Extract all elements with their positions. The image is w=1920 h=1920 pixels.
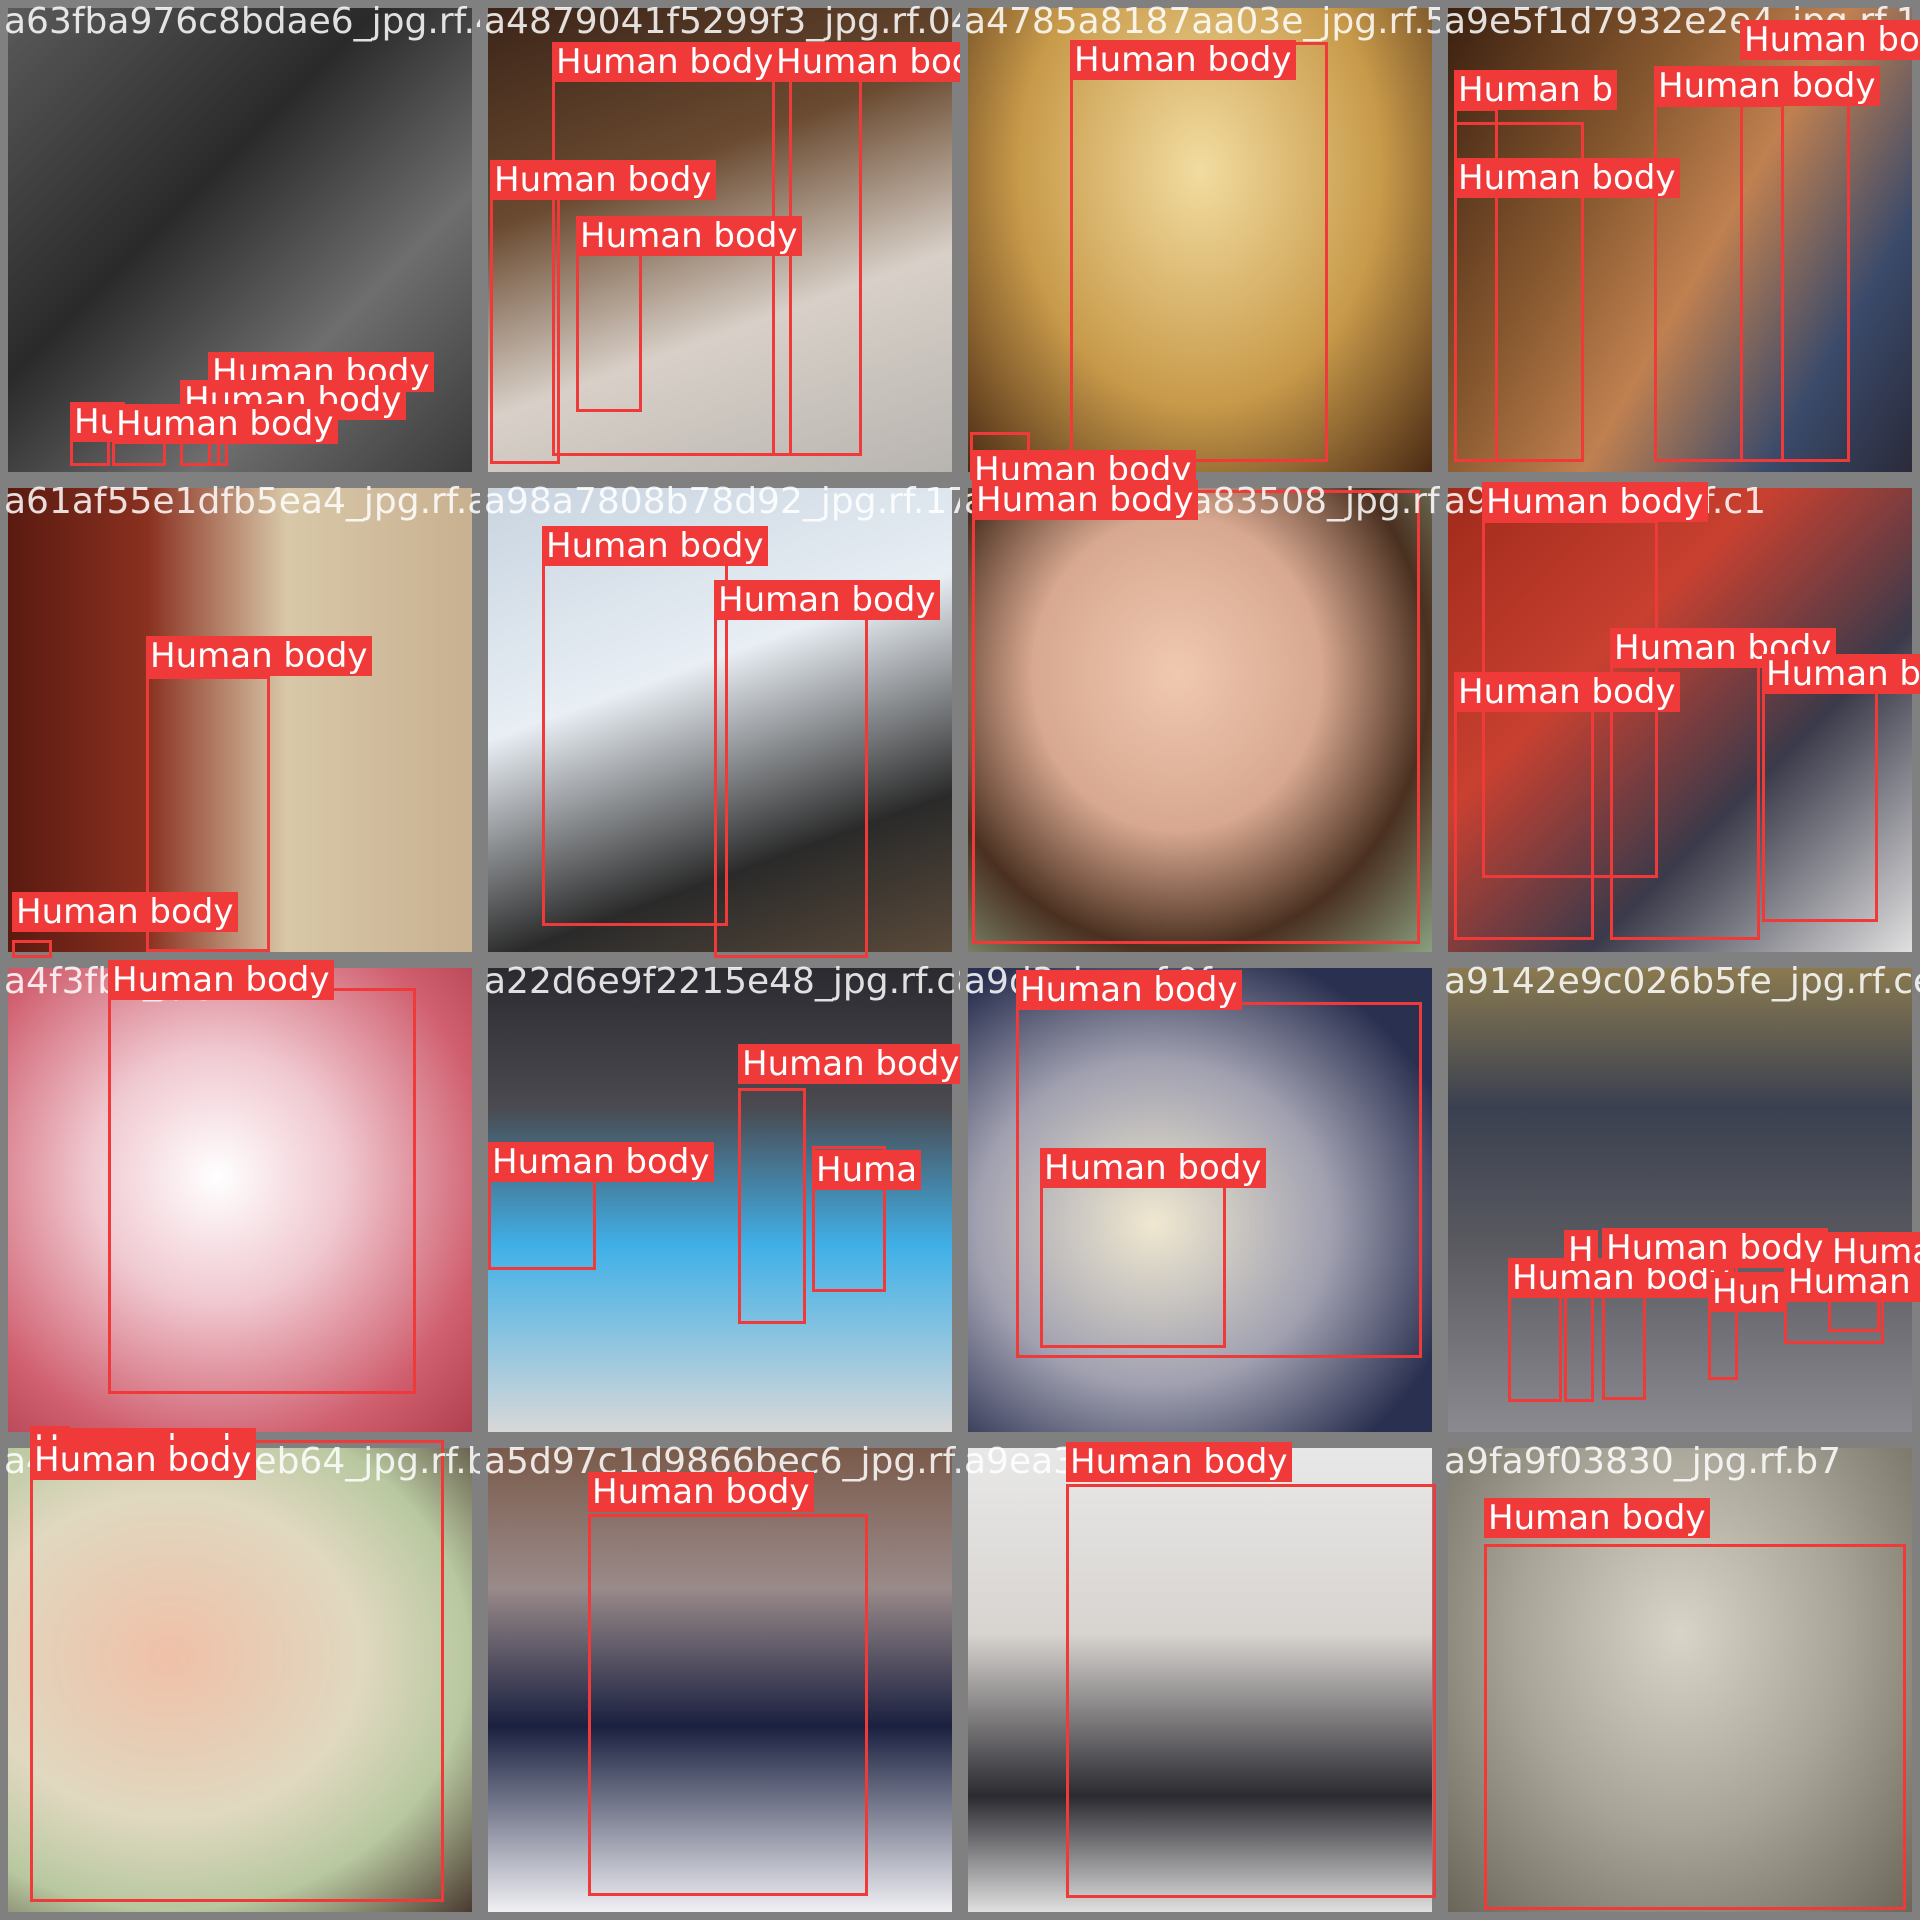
grid-tile: a4879041f5299f3_jpg.rf.04 Human body Human… (480, 0, 960, 480)
tile-photo (8, 1448, 472, 1912)
detection-label: Human body (490, 160, 716, 200)
grid-tile: a9fa9f03830_jpg.rf.b7 Human body (1440, 1440, 1920, 1920)
detection-box (1040, 1168, 1226, 1348)
detection-label: Human body (972, 480, 1198, 520)
detection-box (542, 540, 728, 926)
detection-label: Human body (1454, 158, 1680, 198)
detection-label: Human body (1602, 1228, 1828, 1268)
tile-photo (8, 488, 472, 952)
grid-tile: a98a7808b78d92_jpg.rf.17 Human body Human … (480, 480, 960, 960)
detection-box (1070, 42, 1328, 462)
grid-tile: a5d97c1d9866bec6_jpg.rf.82 Human body (480, 1440, 960, 1920)
detection-label: Human body (1070, 40, 1296, 80)
detection-box (108, 988, 416, 1394)
tile-photo (8, 968, 472, 1432)
tile-photo (968, 968, 1432, 1432)
detection-label: Human body (12, 892, 238, 932)
detection-label: Human body (30, 1440, 256, 1480)
detection-label: Human body (576, 216, 802, 256)
tile-photo (488, 1448, 952, 1912)
detection-label: Human body (108, 960, 334, 1000)
grid-tile: a4785a8187aa03e_jpg.rf.59 Human body Human… (960, 0, 1440, 480)
detection-label: Human body (1482, 482, 1708, 522)
detection-label: Huma (812, 1150, 922, 1190)
detection-label: Human body (970, 450, 1196, 480)
detection-box (30, 1440, 444, 1902)
tile-photo (968, 1448, 1432, 1912)
grid-tile: a22d6e9f2215e48_jpg.rf.c89 Human body Huma… (480, 960, 960, 1440)
detection-label: Human body (1016, 970, 1242, 1010)
tile-photo (1448, 488, 1912, 952)
detection-box (738, 1088, 806, 1324)
detection-box (1762, 666, 1878, 922)
detection-box (1484, 1544, 1906, 1910)
tile-photo (1448, 968, 1912, 1432)
detection-label: Huma (1828, 1232, 1920, 1272)
detection-label: Human body (1040, 1148, 1266, 1188)
detection-label: Human body (588, 1472, 814, 1512)
detection-label: Human body (542, 526, 768, 566)
detection-label: Human body (488, 1142, 714, 1182)
detection-label: Human body (146, 636, 372, 676)
tile-photo (968, 8, 1432, 472)
detection-label: Human body (714, 580, 940, 620)
detection-label: H (1564, 1230, 1598, 1270)
detection-box (588, 1514, 868, 1896)
detection-label: Human b (1454, 70, 1618, 110)
detection-label: Human body (772, 42, 960, 82)
detection-label: Human body (1484, 1498, 1710, 1538)
detection-label: Human body (112, 404, 338, 444)
grid-tile: a63fba976c8bdae6_jpg.rf.46 Human body Huma… (0, 0, 480, 480)
grid-tile: a7bd8de4a5a83508_jpg.rf.6e8eHuman body (960, 480, 1440, 960)
grid-tile: a9ea3d4_jpg.rf.0aHuman body (960, 1440, 1440, 1920)
detection-label: Human body (1066, 1442, 1292, 1482)
detection-box (714, 596, 868, 958)
detection-label: Human bo (1762, 654, 1920, 694)
detection-label: Human body (1454, 672, 1680, 712)
detection-box (12, 940, 52, 958)
detection-box (1454, 704, 1594, 940)
detection-box (1066, 1484, 1436, 1898)
detection-box (490, 184, 560, 464)
detection-label: Human body (1740, 20, 1920, 60)
detection-box (972, 490, 1420, 944)
detection-label: Hun (1708, 1272, 1785, 1312)
grid-tile: a43cf966f273eb64_jpg.rf.bffHuman body (0, 1440, 480, 1920)
detection-label: Human body (552, 42, 778, 82)
detection-box (812, 1146, 886, 1292)
detection-label: Human body (30, 1428, 256, 1440)
tile-photo (968, 488, 1432, 952)
grid-tile: a61af55e1dfb5ea4_jpg.rf.a0 Human body Huma… (0, 480, 480, 960)
detection-label: Human body (738, 1044, 960, 1084)
detection-label: Human body (1654, 66, 1880, 106)
grid-tile: a9142e9c026b5fe_jpg.rf.ce Human body H Huma… (1440, 960, 1920, 1440)
detection-box (146, 676, 270, 952)
